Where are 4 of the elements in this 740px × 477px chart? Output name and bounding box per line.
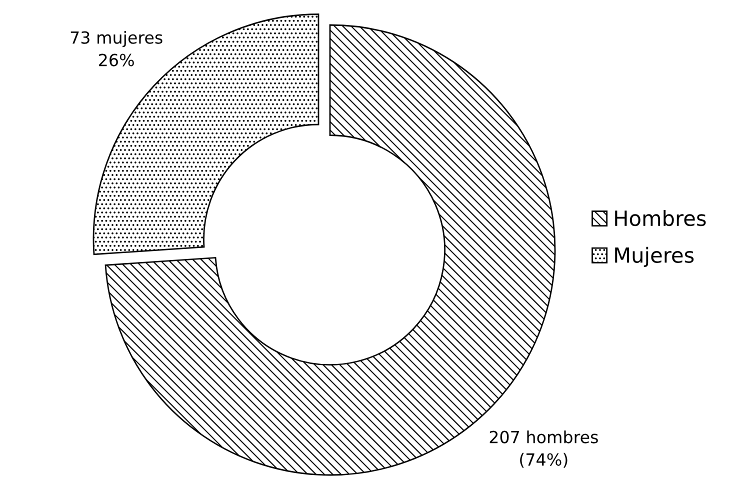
legend-label: Mujeres <box>615 246 694 267</box>
data-label: 73 mujeres 26% <box>70 30 162 66</box>
legend-label: Hombres <box>615 210 706 226</box>
data-label: 207 hombres (74%) <box>490 430 598 468</box>
